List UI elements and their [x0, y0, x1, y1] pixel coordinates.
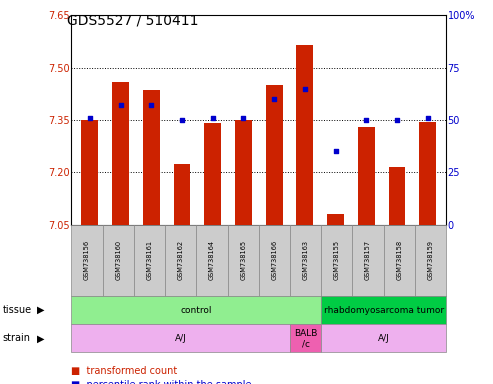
Text: GSM738166: GSM738166 [272, 240, 278, 280]
Bar [296, 45, 314, 225]
Text: ▶: ▶ [37, 333, 44, 343]
Bar [266, 85, 282, 225]
Text: GSM738158: GSM738158 [396, 240, 402, 280]
Point [86, 115, 94, 121]
Point [270, 96, 278, 102]
Bar [112, 82, 129, 225]
Bar [358, 127, 375, 225]
Bar [174, 164, 190, 225]
Text: rhabdomyosarcoma tumor: rhabdomyosarcoma tumor [324, 306, 444, 314]
Bar [419, 122, 436, 225]
Text: ■  percentile rank within the sample: ■ percentile rank within the sample [71, 380, 252, 384]
Point [362, 117, 370, 123]
Text: GSM738161: GSM738161 [146, 240, 152, 280]
Point [117, 102, 125, 108]
Bar [327, 214, 344, 225]
Text: control: control [180, 306, 212, 314]
Text: ■  transformed count: ■ transformed count [71, 366, 178, 376]
Text: GSM738164: GSM738164 [209, 240, 215, 280]
Text: GSM738159: GSM738159 [427, 240, 433, 280]
Point [209, 115, 217, 121]
Point [393, 117, 401, 123]
Text: GSM738165: GSM738165 [240, 240, 246, 280]
Point [424, 115, 432, 121]
Text: GDS5527 / 510411: GDS5527 / 510411 [68, 13, 199, 27]
Text: GSM738155: GSM738155 [334, 240, 340, 280]
Text: A/J: A/J [378, 334, 389, 343]
Text: A/J: A/J [175, 334, 187, 343]
Text: GSM738156: GSM738156 [84, 240, 90, 280]
Bar [143, 90, 160, 225]
Point [147, 102, 155, 108]
Text: BALB
/c: BALB /c [294, 329, 317, 348]
Bar [81, 120, 99, 225]
Bar [204, 124, 221, 225]
Text: tissue: tissue [2, 305, 32, 315]
Text: GSM738163: GSM738163 [303, 240, 309, 280]
Text: GSM738157: GSM738157 [365, 240, 371, 280]
Text: GSM738162: GSM738162 [178, 240, 184, 280]
Point [240, 115, 247, 121]
Point [178, 117, 186, 123]
Bar [388, 167, 405, 225]
Text: ▶: ▶ [37, 305, 44, 315]
Text: strain: strain [2, 333, 31, 343]
Point [332, 148, 340, 154]
Bar [235, 120, 252, 225]
Text: GSM738160: GSM738160 [115, 240, 121, 280]
Point [301, 86, 309, 92]
